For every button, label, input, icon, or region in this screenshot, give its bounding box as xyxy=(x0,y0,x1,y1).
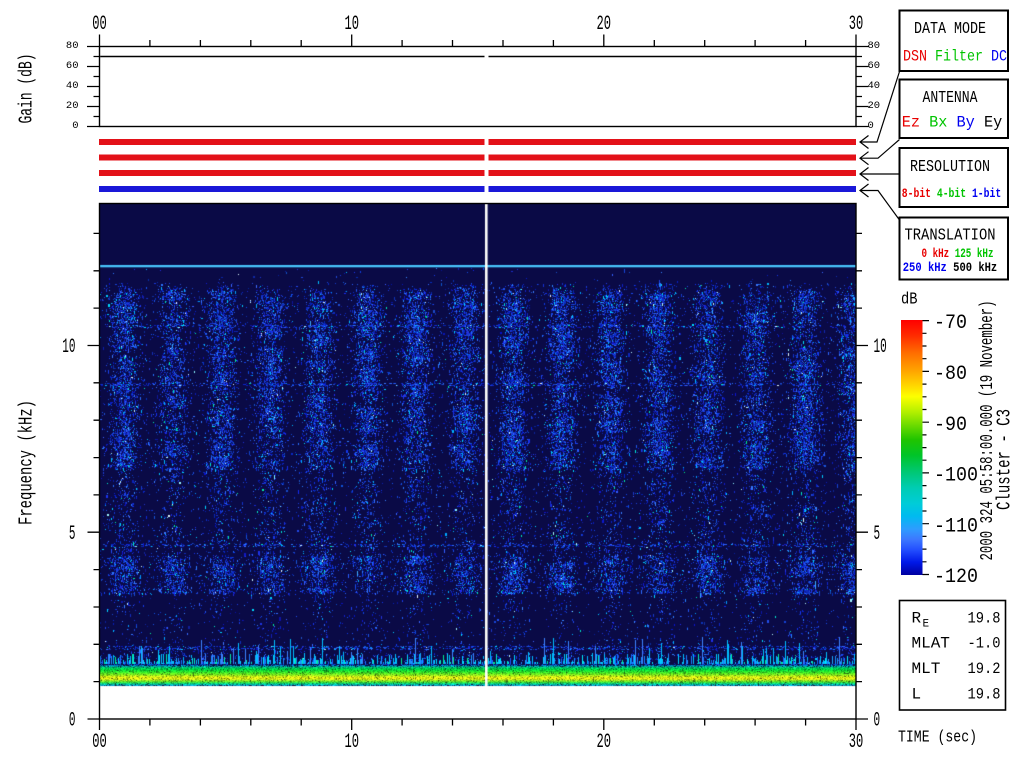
svg-text:Gain (dB): Gain (dB) xyxy=(16,54,38,124)
svg-text:500 kHz: 500 kHz xyxy=(953,261,997,275)
svg-text:0: 0 xyxy=(868,120,874,132)
svg-text:1-bit: 1-bit xyxy=(972,186,1001,201)
svg-text:00: 00 xyxy=(92,13,107,36)
svg-text:-120: -120 xyxy=(934,566,978,589)
svg-text:By: By xyxy=(957,114,976,132)
svg-text:MLT: MLT xyxy=(912,660,941,678)
svg-text:-110: -110 xyxy=(934,515,978,538)
svg-text:60: 60 xyxy=(868,60,881,72)
svg-text:0: 0 xyxy=(69,710,76,733)
svg-text:0 kHz: 0 kHz xyxy=(922,247,950,261)
svg-text:80: 80 xyxy=(66,40,79,52)
svg-text:-70: -70 xyxy=(934,312,967,335)
svg-text:dB: dB xyxy=(901,290,918,309)
svg-text:0: 0 xyxy=(874,710,881,733)
svg-text:L: L xyxy=(912,686,922,704)
svg-text:R: R xyxy=(912,610,922,628)
svg-text:30: 30 xyxy=(849,731,864,754)
svg-text:0: 0 xyxy=(72,120,78,132)
svg-text:-1.0: -1.0 xyxy=(968,635,1001,653)
svg-text:DATA MODE: DATA MODE xyxy=(914,19,986,38)
svg-text:MLAT: MLAT xyxy=(912,635,950,653)
svg-text:Ey: Ey xyxy=(984,114,1003,132)
svg-text:40: 40 xyxy=(66,80,79,92)
svg-text:10: 10 xyxy=(344,731,359,754)
svg-text:40: 40 xyxy=(868,80,881,92)
svg-text:E: E xyxy=(923,619,930,631)
svg-text:60: 60 xyxy=(66,60,79,72)
svg-text:Frequency (kHz): Frequency (kHz) xyxy=(16,400,38,525)
svg-text:20: 20 xyxy=(66,100,79,112)
svg-text:125 kHz: 125 kHz xyxy=(955,247,994,261)
svg-text:Cluster - C3: Cluster - C3 xyxy=(994,409,1016,510)
svg-text:DC: DC xyxy=(991,48,1007,66)
svg-text:19.8: 19.8 xyxy=(968,686,1001,704)
svg-text:19.8: 19.8 xyxy=(968,610,1001,628)
svg-text:20: 20 xyxy=(597,13,612,36)
svg-text:TRANSLATION: TRANSLATION xyxy=(905,226,996,245)
svg-text:00: 00 xyxy=(92,731,107,754)
svg-text:10: 10 xyxy=(344,13,359,36)
svg-text:-100: -100 xyxy=(934,465,978,488)
svg-text:19.2: 19.2 xyxy=(968,660,1001,678)
svg-text:-90: -90 xyxy=(934,414,967,437)
svg-text:ANTENNA: ANTENNA xyxy=(923,88,978,107)
svg-text:20: 20 xyxy=(868,100,881,112)
svg-text:Filter: Filter xyxy=(935,48,983,66)
svg-text:Ez: Ez xyxy=(902,114,920,132)
svg-text:-80: -80 xyxy=(934,363,967,386)
svg-text:RESOLUTION: RESOLUTION xyxy=(910,157,990,176)
svg-text:80: 80 xyxy=(868,40,881,52)
svg-text:8-bit: 8-bit xyxy=(902,186,931,201)
svg-text:10: 10 xyxy=(62,336,75,359)
svg-text:10: 10 xyxy=(874,336,887,359)
svg-text:DSN: DSN xyxy=(903,48,927,66)
svg-text:5: 5 xyxy=(874,523,881,546)
svg-text:TIME (sec): TIME (sec) xyxy=(898,728,977,747)
svg-text:5: 5 xyxy=(69,523,76,546)
svg-text:4-bit: 4-bit xyxy=(937,186,966,201)
svg-text:2000 324 05:58:00.000 (19 Nove: 2000 324 05:58:00.000 (19 November) xyxy=(978,301,998,561)
svg-text:Bx: Bx xyxy=(929,114,947,132)
svg-text:250 kHz: 250 kHz xyxy=(903,261,947,275)
svg-text:30: 30 xyxy=(849,13,864,36)
svg-text:20: 20 xyxy=(597,731,612,754)
